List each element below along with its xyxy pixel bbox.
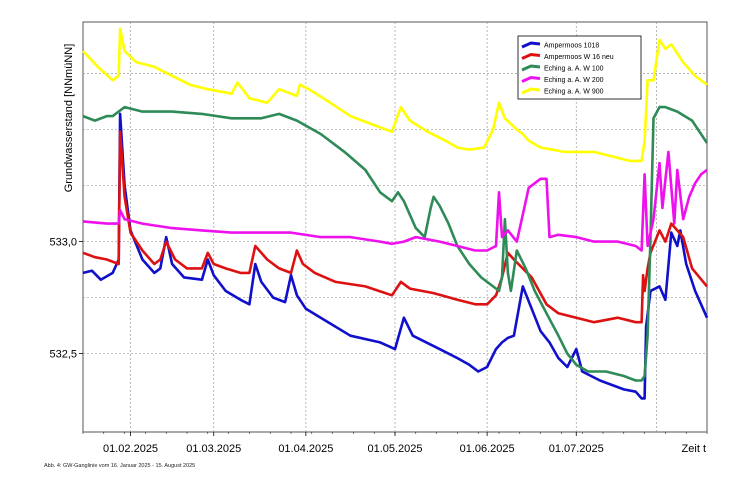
legend-swatch <box>521 75 541 83</box>
legend-swatch <box>521 52 541 60</box>
y-tick-label: 533,0 <box>49 237 77 249</box>
legend-label: Ampermoos 1018 <box>544 43 599 50</box>
legend-swatch <box>521 64 541 72</box>
legend: Ampermoos 1018 Ampermoos W 16 neu Eching a… <box>517 35 642 100</box>
series-line-3 <box>82 105 709 382</box>
figure-caption: Abb. 4: GW-Ganglinie vom 16. Januar 2025… <box>44 463 196 469</box>
legend-swatch <box>521 87 541 95</box>
series-line-5 <box>82 27 708 163</box>
x-tick-label: 01.04.2025 <box>278 443 333 455</box>
legend-label: Eching a. A. W 200 <box>544 77 604 84</box>
x-tick-label: 01.06.2025 <box>460 443 515 455</box>
y-tick-label: 532,5 <box>49 349 77 361</box>
x-tick-label: 01.07.2025 <box>549 443 604 455</box>
legend-label: Eching a. A. W 900 <box>544 89 604 96</box>
y-axis-label: Grundwasserstand [NNmüNN] <box>63 44 75 193</box>
series-line-2 <box>82 130 709 324</box>
legend-label: Eching a. A. W 100 <box>544 66 604 73</box>
x-tick-label: 01.03.2025 <box>186 443 241 455</box>
x-axis-ticks: 01.02.2025 01.03.2025 01.04.2025 01.05.2025… <box>82 432 708 455</box>
series-line-4 <box>82 150 708 252</box>
legend-swatch <box>521 41 541 49</box>
y-axis-ticks: 533,0 532,5 <box>49 237 83 361</box>
x-tick-label: 01.05.2025 <box>367 443 422 455</box>
x-tick-label: 01.02.2025 <box>103 443 158 455</box>
legend-label: Ampermoos W 16 neu <box>544 54 614 61</box>
x-axis-label: Zeit t <box>682 443 706 455</box>
series-group <box>82 27 709 400</box>
